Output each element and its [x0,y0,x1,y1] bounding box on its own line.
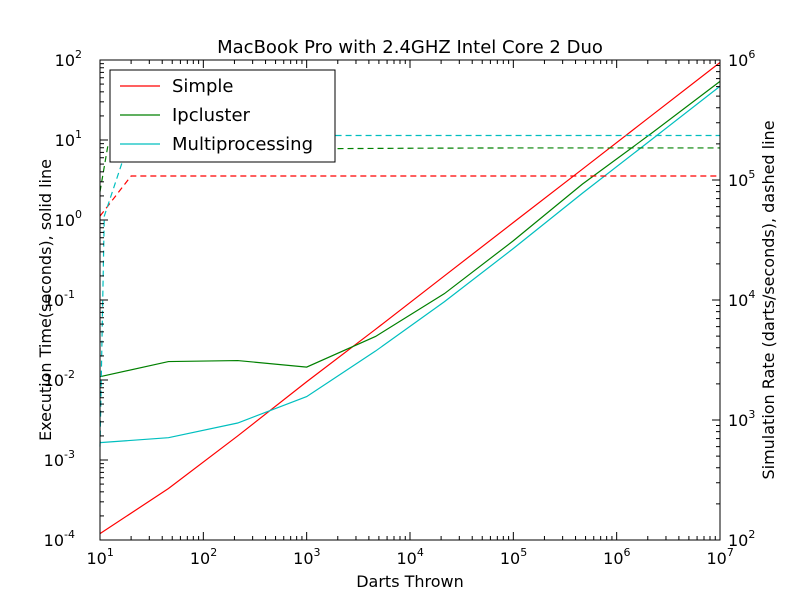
legend-label: Ipcluster [172,105,251,126]
x-axis-label: Darts Thrown [356,572,464,591]
y-tick-label: 10-3 [44,448,75,470]
y-tick-label: 100 [55,208,82,230]
x-tick-label: 105 [500,546,527,568]
y-tick-label: 101 [55,128,82,150]
y-tick-label: 10-2 [44,368,75,390]
y-tick-label: 10-1 [44,288,75,310]
legend-label: Multiprocessing [172,134,313,155]
series-3-rate-dashed-line [99,175,720,217]
y2-axis-label: Simulation Rate (darts/seconds), dashed … [759,120,778,479]
multiprocessing-time-line [99,85,721,444]
y-axis-label: Execution Time(seconds), solid line [36,159,55,441]
legend-label: Simple [172,76,233,97]
y2-tick-label: 103 [728,408,755,430]
x-tick-label: 106 [603,546,630,568]
x-tick-label: 104 [397,546,424,568]
y2-tick-label: 105 [728,168,755,190]
legend-box [109,69,336,163]
ipcluster-time-line [99,80,721,378]
legend: Simple Ipcluster Multiprocessing [109,69,336,163]
y2-tick-label: 106 [728,48,755,70]
x-tick-label: 101 [87,546,114,568]
simple-time-line [99,62,721,535]
x-tick-label: 102 [190,546,217,568]
y2-tick-label: 102 [728,528,755,550]
y-tick-label: 10-4 [44,528,75,550]
y-tick-label: 102 [55,48,82,70]
y2-tick-label: 104 [728,288,755,310]
x-tick-label: 107 [707,546,734,568]
chart-title: MacBook Pro with 2.4GHZ Intel Core 2 Duo [217,37,603,58]
x-tick-label: 103 [293,546,320,568]
